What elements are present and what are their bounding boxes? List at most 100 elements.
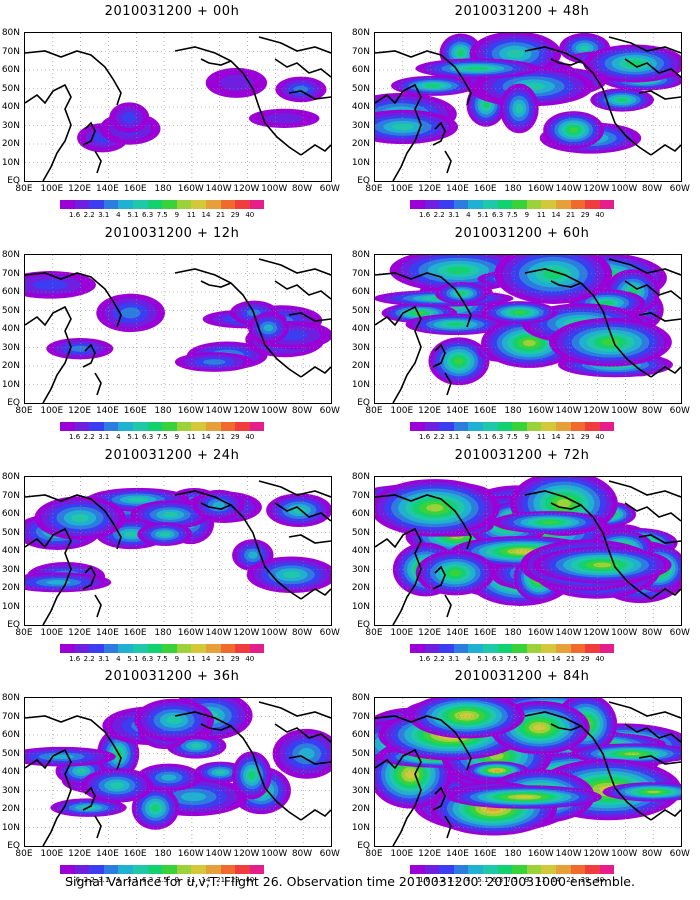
colorbar-swatch bbox=[103, 422, 119, 431]
coastline bbox=[274, 502, 331, 522]
colorbar-swatch bbox=[526, 200, 542, 209]
coastline bbox=[524, 46, 652, 156]
coastline bbox=[274, 58, 331, 78]
colorbar-level-label: 2.2 bbox=[83, 211, 95, 219]
coastline bbox=[444, 594, 452, 618]
coastline bbox=[608, 258, 681, 276]
colorbar-swatch bbox=[541, 200, 556, 209]
variance-contour bbox=[556, 499, 571, 508]
variance-contour bbox=[426, 84, 441, 88]
colorbar-level-label: 29 bbox=[230, 655, 240, 663]
colorbar-labels: 1.6 2.2 3.1 4 5.1 6.3 7.5 9 11 14 21 29 40 bbox=[410, 433, 672, 441]
colorbar-level-label: 7.5 bbox=[156, 433, 168, 441]
variance-contour bbox=[248, 771, 256, 780]
variance-contour bbox=[264, 113, 304, 124]
longitude-label: 120W bbox=[233, 628, 260, 638]
colorbar-level-label: 3.1 bbox=[98, 876, 110, 884]
coastline bbox=[375, 50, 472, 106]
map-plot-area bbox=[24, 697, 332, 847]
longitude-label: 160W bbox=[177, 628, 204, 638]
longitude-label: 100E bbox=[390, 406, 414, 416]
colorbar-swatch bbox=[512, 200, 527, 209]
colorbar-swatch bbox=[570, 200, 586, 209]
colorbar-level-label: 5.1 bbox=[477, 655, 489, 663]
longitude-label: 140W bbox=[555, 184, 582, 194]
longitude-label: 100E bbox=[390, 849, 414, 859]
longitude-label: 60W bbox=[319, 406, 340, 416]
longitude-label: 100W bbox=[261, 628, 288, 638]
variance-contour bbox=[482, 100, 490, 109]
figure-caption: Signal Variance for u,v,T. Flight 26. Ob… bbox=[65, 874, 635, 889]
latitude-label: 60N bbox=[351, 509, 370, 519]
coastline bbox=[624, 280, 681, 300]
longitude-label: 180 bbox=[154, 849, 172, 859]
colorbar-swatch bbox=[205, 422, 221, 431]
latitude-label: 70N bbox=[1, 490, 20, 501]
coastline bbox=[82, 343, 96, 368]
coastline bbox=[524, 711, 652, 821]
longitude-label: 80W bbox=[641, 406, 663, 416]
longitude-label: 60W bbox=[319, 184, 340, 194]
colorbar-swatch bbox=[176, 200, 192, 209]
latitude-label: 40N bbox=[1, 324, 20, 334]
coastline bbox=[25, 272, 122, 328]
latitude-label: 50N bbox=[1, 305, 20, 316]
colorbar-level-label: 21 bbox=[216, 876, 226, 884]
coastline bbox=[174, 490, 302, 600]
longitude-label: 60W bbox=[669, 849, 690, 859]
colorbar-level-label: 3.1 bbox=[98, 655, 110, 663]
colorbar-swatch bbox=[424, 644, 440, 653]
colorbar-level-label: 29 bbox=[580, 433, 590, 441]
variance-contour bbox=[405, 770, 416, 779]
longitude-label: 100E bbox=[40, 628, 64, 638]
longitude-label: 160E bbox=[473, 628, 497, 638]
latitude-label: 50N bbox=[1, 748, 20, 759]
longitude-label: 120W bbox=[233, 184, 260, 194]
latitude-label: 40N bbox=[351, 767, 370, 777]
map-plot-area bbox=[374, 697, 682, 847]
coastline bbox=[432, 565, 446, 590]
longitude-label: 100E bbox=[40, 406, 64, 416]
coastline bbox=[550, 280, 582, 288]
latitude-label: 80N bbox=[351, 693, 370, 703]
colorbar-swatch bbox=[497, 422, 513, 431]
variance-contour bbox=[76, 768, 87, 774]
latitude-label: 50N bbox=[351, 527, 370, 538]
longitude-label: 100W bbox=[261, 406, 288, 416]
map-plot-area bbox=[374, 32, 682, 182]
colorbar-swatch bbox=[103, 865, 119, 874]
latitude-label: 30N bbox=[1, 342, 20, 353]
latitude-label: 10N bbox=[351, 379, 370, 390]
colorbar bbox=[410, 644, 615, 653]
variance-contour bbox=[514, 549, 531, 554]
colorbar-level-label: 9 bbox=[524, 433, 530, 441]
colorbar-swatch bbox=[453, 200, 469, 209]
longitude-label: 160E bbox=[123, 628, 147, 638]
latitude-label: 80N bbox=[351, 28, 370, 38]
colorbar-swatch bbox=[205, 865, 221, 874]
colorbar-level-label: 1.6 bbox=[419, 211, 431, 219]
colorbar-level-label: 3.1 bbox=[448, 211, 460, 219]
longitude-label: 100W bbox=[611, 628, 638, 638]
latitude-label: 40N bbox=[1, 767, 20, 777]
colorbar-swatch bbox=[424, 865, 440, 874]
coastline bbox=[258, 258, 331, 276]
variance-contour bbox=[212, 501, 225, 509]
latitude-label: 20N bbox=[351, 361, 370, 371]
longitude-label: 160E bbox=[123, 849, 147, 859]
colorbar-swatch bbox=[541, 865, 556, 874]
colorbar-level-label: 2.2 bbox=[433, 211, 445, 219]
colorbar-level-label: 21 bbox=[216, 655, 226, 663]
longitude-label: 140E bbox=[445, 628, 469, 638]
colorbar-swatch bbox=[541, 422, 556, 431]
colorbar-swatch bbox=[74, 422, 90, 431]
latitude-label: 10N bbox=[1, 601, 20, 612]
colorbar-swatch bbox=[599, 422, 615, 431]
colorbar-level-label: 2.2 bbox=[83, 655, 95, 663]
colorbar-swatch bbox=[512, 422, 527, 431]
colorbar-swatch bbox=[439, 422, 454, 431]
longitude-label: 80E bbox=[15, 849, 33, 859]
colorbar-level-label: 29 bbox=[580, 876, 590, 884]
colorbar-level-label: 14 bbox=[201, 211, 211, 219]
colorbar-swatch bbox=[482, 865, 498, 874]
